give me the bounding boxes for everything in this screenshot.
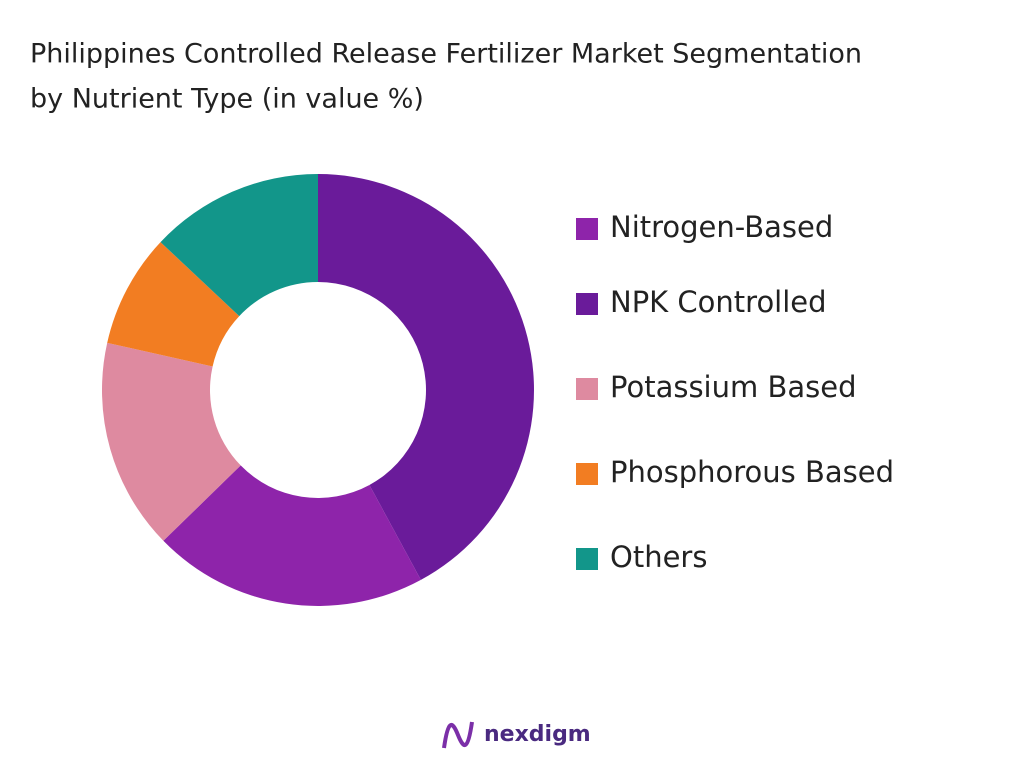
chart-subtitle: by Nutrient Type (in value %) — [30, 84, 424, 115]
donut-slice — [102, 342, 241, 541]
legend-label: Nitrogen-Based — [610, 210, 833, 244]
legend-swatch — [576, 463, 598, 485]
logo: nexdigm — [442, 721, 591, 749]
donut-slice — [107, 242, 240, 367]
legend-swatch — [576, 378, 598, 400]
legend-swatch — [576, 218, 598, 240]
legend-label: NPK Controlled — [610, 285, 827, 319]
logo-icon — [442, 721, 474, 749]
donut-slice — [318, 174, 534, 580]
logo-text: nexdigm — [484, 722, 591, 747]
legend-label: Potassium Based — [610, 370, 857, 404]
legend-label: Phosphorous Based — [610, 455, 894, 489]
donut-slice — [163, 465, 421, 606]
legend-swatch — [576, 293, 598, 315]
chart-title: Philippines Controlled Release Fertilize… — [30, 39, 862, 70]
donut-slice — [160, 174, 318, 317]
legend-swatch — [576, 548, 598, 570]
legend-label: Others — [610, 540, 707, 574]
